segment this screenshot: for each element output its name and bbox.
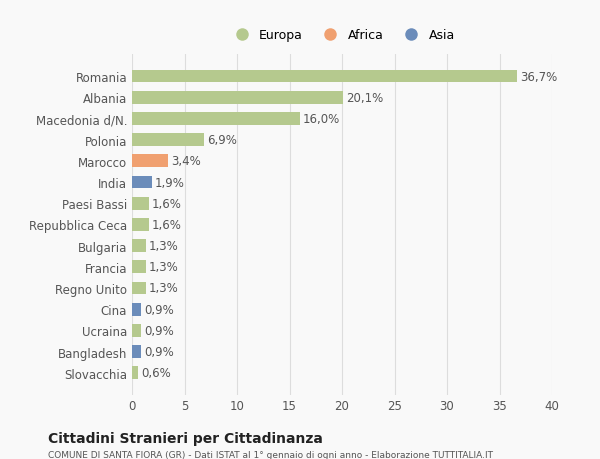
Text: 0,9%: 0,9% [145, 324, 175, 337]
Bar [132, 113, 300, 125]
Text: 0,9%: 0,9% [145, 345, 175, 358]
Bar [132, 218, 149, 231]
Text: 0,9%: 0,9% [145, 303, 175, 316]
Bar [132, 92, 343, 104]
Bar [132, 303, 142, 316]
Bar [132, 197, 149, 210]
Bar [132, 261, 146, 274]
Text: 1,3%: 1,3% [149, 240, 179, 252]
Text: 1,3%: 1,3% [149, 282, 179, 295]
Bar [132, 325, 142, 337]
Text: 1,6%: 1,6% [152, 197, 182, 210]
Bar [132, 71, 517, 83]
Bar [132, 367, 139, 379]
Text: 0,6%: 0,6% [142, 366, 171, 380]
Text: 20,1%: 20,1% [346, 91, 383, 105]
Bar [132, 240, 146, 252]
Text: 6,9%: 6,9% [208, 134, 238, 147]
Bar [132, 282, 146, 295]
Text: 3,4%: 3,4% [171, 155, 200, 168]
Text: 1,3%: 1,3% [149, 261, 179, 274]
Bar [132, 346, 142, 358]
Legend: Europa, Africa, Asia: Europa, Africa, Asia [224, 24, 460, 47]
Text: 1,6%: 1,6% [152, 218, 182, 231]
Bar [132, 176, 152, 189]
Text: 1,9%: 1,9% [155, 176, 185, 189]
Text: 36,7%: 36,7% [521, 70, 558, 84]
Bar [132, 155, 168, 168]
Text: COMUNE DI SANTA FIORA (GR) - Dati ISTAT al 1° gennaio di ogni anno - Elaborazion: COMUNE DI SANTA FIORA (GR) - Dati ISTAT … [48, 450, 493, 459]
Text: 16,0%: 16,0% [303, 112, 340, 126]
Text: Cittadini Stranieri per Cittadinanza: Cittadini Stranieri per Cittadinanza [48, 431, 323, 445]
Bar [132, 134, 205, 147]
